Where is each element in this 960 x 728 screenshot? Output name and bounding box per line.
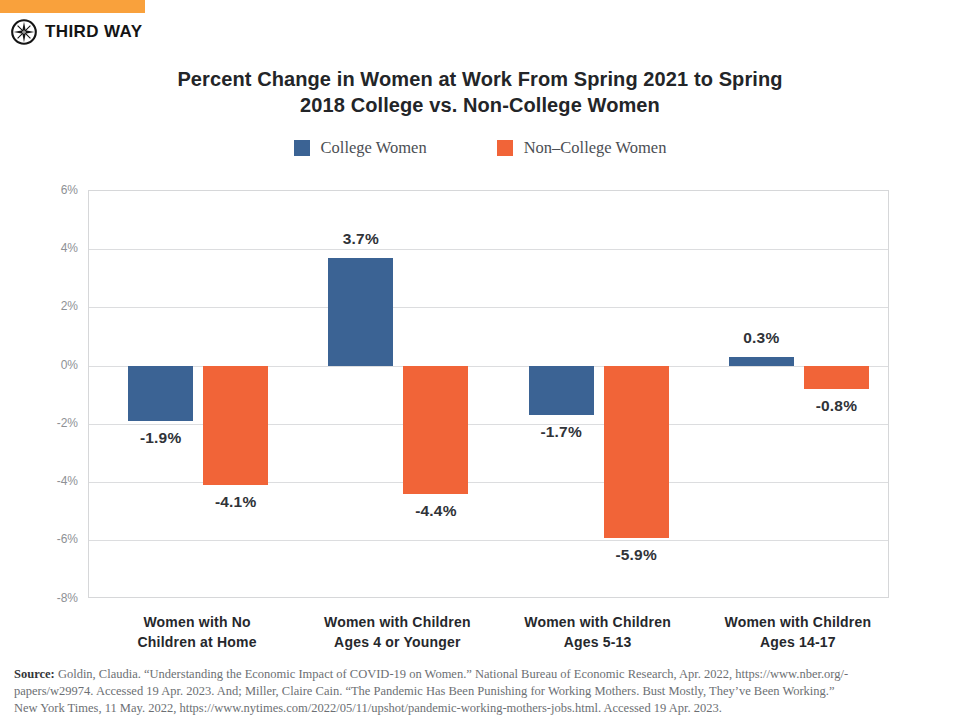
source-text: Goldin, Claudia. “Understanding the Econ… bbox=[58, 667, 848, 681]
y-axis-tick-label: -6% bbox=[0, 532, 78, 546]
bar-non-college-women bbox=[604, 366, 669, 538]
gridline bbox=[89, 540, 888, 541]
bar-college-women bbox=[128, 366, 193, 421]
bar-non-college-women bbox=[804, 366, 869, 389]
bar-value-label: -0.8% bbox=[786, 397, 886, 415]
bar-value-label: -1.9% bbox=[111, 429, 211, 447]
third-way-logo-text: THIRD WAY bbox=[45, 22, 142, 42]
bar-value-label: -1.7% bbox=[511, 423, 611, 441]
gridline bbox=[89, 249, 888, 250]
legend-swatch-non-college bbox=[497, 140, 513, 156]
bar-non-college-women bbox=[403, 366, 468, 494]
bar-college-women bbox=[729, 357, 794, 366]
x-axis-category-label: Women with Children Ages 4 or Younger bbox=[287, 612, 507, 653]
bar-value-label: -5.9% bbox=[586, 546, 686, 564]
bar-non-college-women bbox=[203, 366, 268, 485]
bar-college-women bbox=[328, 258, 393, 366]
source-line: New York Times, 11 May. 2022, https://ww… bbox=[14, 700, 946, 717]
brand-accent-bar bbox=[0, 0, 145, 13]
gridline bbox=[89, 307, 888, 308]
x-axis-category-label: Women with No Children at Home bbox=[87, 612, 307, 653]
y-axis-tick-label: 6% bbox=[0, 183, 78, 197]
plot-area: -1.9% -4.1% 3.7% -4.4% -1.7% -5.9% 0.3% -0.8% bbox=[88, 190, 889, 598]
source-label: Source: bbox=[14, 667, 55, 681]
source-line: Source: Goldin, Claudia. “Understanding … bbox=[14, 666, 946, 683]
legend-swatch-college bbox=[294, 140, 310, 156]
chart: -1.9% -4.1% 3.7% -4.4% -1.7% -5.9% 0.3% -0.8% 6… bbox=[0, 178, 960, 650]
y-axis-tick-label: 4% bbox=[0, 241, 78, 255]
source-line: papers/w29974. Accessed 19 Apr. 2023. An… bbox=[14, 683, 946, 700]
x-axis-category-label: Women with Children Ages 14-17 bbox=[688, 612, 908, 653]
legend-label-college: College Women bbox=[321, 138, 427, 158]
bar-value-label: 3.7% bbox=[311, 230, 411, 248]
bar-value-label: -4.4% bbox=[386, 502, 486, 520]
y-axis-tick-label: -4% bbox=[0, 474, 78, 488]
y-axis-tick-label: -2% bbox=[0, 416, 78, 430]
legend-label-non-college: Non–College Women bbox=[524, 138, 667, 158]
bar-value-label: -4.1% bbox=[186, 493, 286, 511]
source-note: Source: Goldin, Claudia. “Understanding … bbox=[14, 666, 946, 717]
y-axis-tick-label: 0% bbox=[0, 358, 78, 372]
y-axis-tick-label: 2% bbox=[0, 299, 78, 313]
legend-item-non-college: Non–College Women bbox=[497, 138, 667, 158]
bar-value-label: 0.3% bbox=[711, 329, 811, 347]
third-way-compass-icon bbox=[10, 18, 38, 46]
x-axis-category-label: Women with Children Ages 5-13 bbox=[488, 612, 708, 653]
legend: College Women Non–College Women bbox=[0, 138, 960, 158]
bar-college-women bbox=[529, 366, 594, 416]
chart-title: Percent Change in Women at Work From Spr… bbox=[0, 66, 960, 119]
y-axis-tick-label: -8% bbox=[0, 591, 78, 605]
legend-item-college: College Women bbox=[294, 138, 427, 158]
header: THIRD WAY bbox=[10, 16, 960, 47]
